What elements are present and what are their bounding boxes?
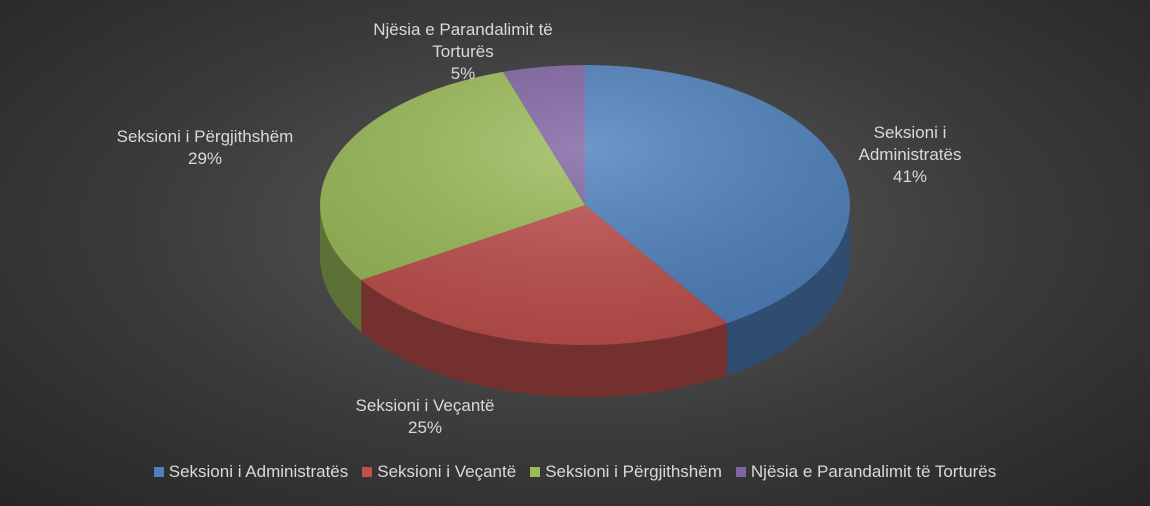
legend-label: Seksioni i Përgjithshëm (545, 462, 722, 481)
legend-swatch (362, 467, 373, 477)
label-value: 29% (187, 149, 223, 168)
legend-item: Njësia e Parandalimit të Torturës (735, 462, 997, 482)
data-label: Seksioni i Veçantë 25% (315, 395, 535, 439)
legend-item: Seksioni i Veçantë (362, 462, 516, 482)
label-value: 5% (450, 64, 476, 83)
data-label: Njësia e Parandalimit të Torturës 5% (373, 19, 553, 85)
legend: Seksioni i Administratës Seksioni i Veçan… (0, 462, 1150, 482)
legend-label: Seksioni i Administratës (168, 462, 349, 481)
label-value: 25% (407, 418, 443, 437)
slice-side (361, 280, 727, 397)
legend-label: Njësia e Parandalimit të Torturës (750, 462, 997, 481)
legend-swatch (530, 467, 541, 477)
legend-swatch (735, 467, 746, 477)
label-name: Seksioni i Administratës (858, 123, 962, 164)
legend-item: Seksioni i Përgjithshëm (530, 462, 722, 482)
label-name: Njësia e Parandalimit të Torturës (373, 20, 553, 61)
legend-item: Seksioni i Administratës (153, 462, 349, 482)
legend-label: Seksioni i Veçantë (377, 462, 517, 481)
legend-swatch (153, 467, 164, 477)
data-label: Seksioni i Përgjithshëm 29% (85, 126, 325, 170)
label-name: Seksioni i Përgjithshëm (116, 127, 294, 146)
label-value: 41% (892, 167, 928, 186)
data-label: Seksioni i Administratës 41% (845, 122, 975, 188)
label-name: Seksioni i Veçantë (355, 396, 495, 415)
